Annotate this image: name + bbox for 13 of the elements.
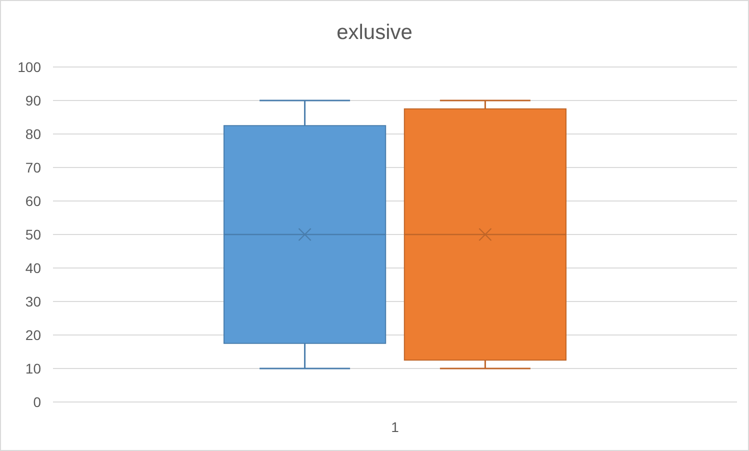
y-tick-label: 10 (25, 360, 42, 376)
y-tick-label: 30 (25, 293, 42, 310)
y-tick-label: 80 (25, 126, 42, 142)
y-tick-label: 90 (25, 92, 42, 108)
chart-title: exlusive (336, 21, 412, 44)
y-tick-label: 70 (25, 159, 42, 176)
y-tick-label: 100 (18, 58, 42, 75)
y-tick-label: 40 (25, 260, 42, 276)
y-tick-label: 50 (25, 226, 42, 242)
y-tick-label: 20 (25, 326, 42, 343)
x-tick-label: 1 (391, 419, 400, 435)
y-tick-label: 0 (33, 394, 42, 410)
y-tick-label: 60 (25, 192, 42, 209)
